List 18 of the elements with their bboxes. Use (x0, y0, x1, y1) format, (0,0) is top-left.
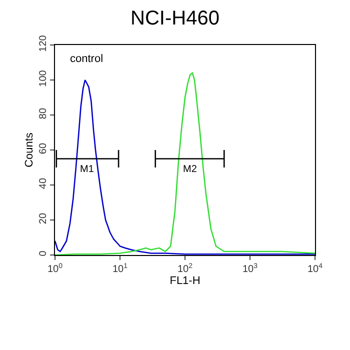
y-tick-label: 40 (38, 178, 49, 190)
x-tick-label: 10$^{3}$ (242, 262, 258, 275)
y-tick-label: 20 (38, 212, 49, 224)
annotation: M1 (80, 164, 94, 175)
y-tick-label: 100 (38, 70, 49, 87)
y-tick-label: 0 (38, 250, 49, 256)
x-tick-label: 10$^{4}$ (307, 262, 323, 275)
y-tick-label: 60 (38, 142, 49, 154)
y-tick-label: 120 (38, 34, 49, 52)
x-axis-title: FL1-H (170, 275, 200, 288)
annotation: control (70, 53, 104, 65)
chart-title: NCI-H460 (130, 8, 220, 30)
x-tick-label: 10$^{1}$ (112, 262, 128, 275)
y-tick-label: 80 (38, 108, 49, 120)
x-tick-label: 10$^{0}$ (47, 262, 63, 275)
y-axis-title: Counts (24, 132, 36, 168)
annotation: M2 (183, 164, 198, 175)
x-tick-label: 10$^{2}$ (177, 262, 193, 275)
